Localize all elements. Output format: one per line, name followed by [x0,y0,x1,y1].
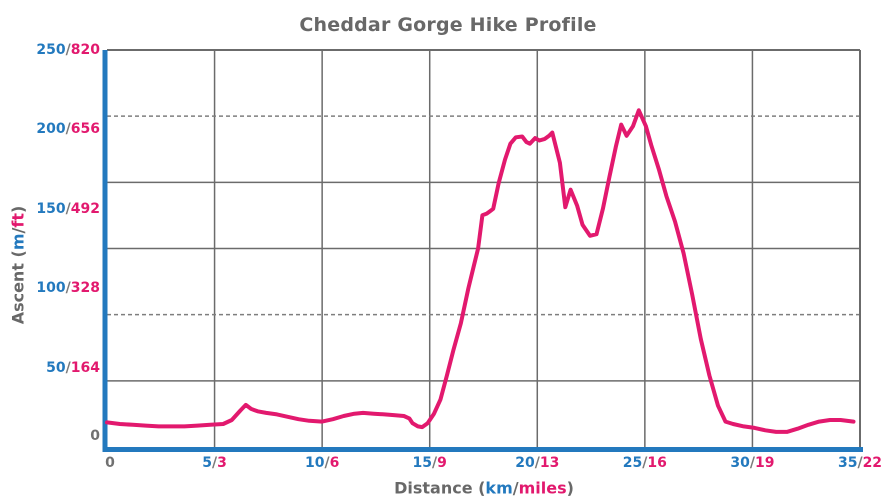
y-tick-label: 150/492 [36,201,100,217]
x-tick-separator: / [432,455,438,471]
y-tick-separator: / [65,121,71,138]
x-tick-miles: 13 [539,455,560,471]
x-axis-title: Distance (km/miles) [394,479,574,498]
y-tick-metres: 100 [36,280,66,297]
x-tick-km: 15 [412,455,433,471]
y-tick-metres: 250 [36,42,66,58]
x-axis-title-part: km [485,478,513,498]
x-tick-separator: / [324,455,330,471]
x-tick-miles: 6 [329,455,340,471]
x-tick-separator: / [534,455,540,471]
x-axis-title-part: / [512,478,519,498]
x-tick-label: 5/3 [202,455,227,471]
y-tick-separator: / [65,42,71,58]
x-tick-miles: 3 [217,455,227,471]
y-tick-separator: / [65,359,71,376]
x-tick-miles: 16 [647,455,667,471]
x-tick-miles: 9 [437,455,447,471]
y-axis-title-part: m [8,233,28,251]
x-tick-km: 35 [837,455,858,471]
x-axis-title-part: Distance ( [394,478,486,498]
y-tick-label: 250/820 [36,42,100,58]
y-axis-title-part: Ascent ( [8,250,28,325]
y-tick-feet: 492 [70,200,100,217]
x-tick-label: 20/13 [515,455,559,471]
x-tick-km: 10 [304,455,325,471]
y-axis-title-part: ft [8,213,28,228]
x-axis-title-part: miles [518,478,567,498]
y-tick-metres: 200 [36,121,66,138]
y-tick-label: 200/656 [36,121,100,137]
x-axis-title-part: ) [566,478,574,498]
y-axis-title-part: ) [8,205,28,214]
y-axis-title: Ascent (m/ft) [9,206,28,325]
x-tick-km: 20 [515,455,535,471]
y-tick-feet: 328 [70,280,100,297]
x-tick-separator: / [212,455,218,471]
y-tick-feet: 820 [70,42,100,58]
ascent-profile-line [105,108,856,434]
chart-title: Cheddar Gorge Hike Profile [299,14,597,36]
x-tick-km: 5 [202,455,212,471]
x-tick-zero: 0 [105,455,115,471]
y-tick-separator: / [65,280,71,297]
x-tick-miles: 22 [862,455,883,471]
y-axis-title-part: / [8,227,28,234]
x-tick-label: 35/22 [838,455,882,471]
y-tick-label: 0 [90,428,100,444]
y-tick-zero: 0 [90,428,100,444]
x-tick-label: 25/16 [623,455,667,471]
x-tick-km: 30 [730,455,750,471]
y-tick-separator: / [65,200,71,217]
x-tick-km: 25 [622,455,643,471]
x-tick-separator: / [857,455,863,471]
x-tick-miles: 19 [754,455,775,471]
x-tick-separator: / [749,455,755,471]
x-tick-separator: / [642,455,648,471]
x-tick-label: 15/9 [413,455,447,471]
y-tick-feet: 656 [70,121,100,138]
y-tick-label: 50/164 [46,360,100,376]
y-tick-metres: 150 [36,200,66,217]
y-tick-metres: 50 [46,359,66,376]
y-tick-label: 100/328 [36,280,100,296]
y-tick-feet: 164 [70,359,100,376]
x-tick-label: 30/19 [730,455,774,471]
x-tick-label: 0 [105,455,115,471]
x-tick-label: 10/6 [305,455,339,471]
